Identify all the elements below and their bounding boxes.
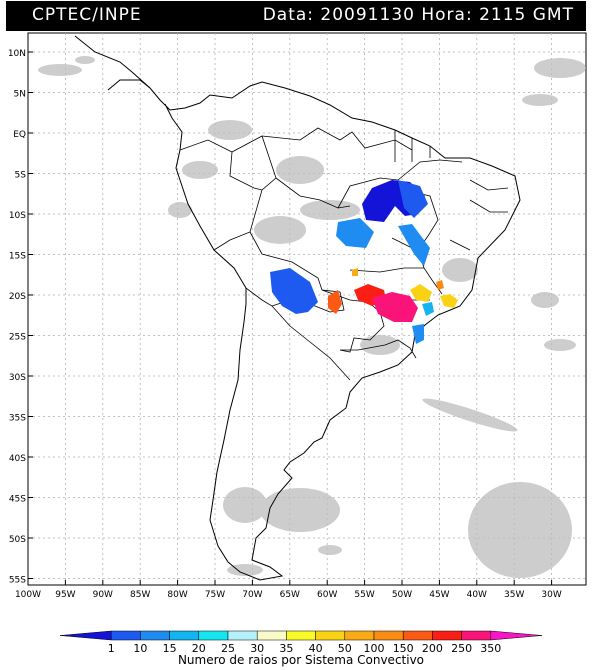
legend-swatch: [461, 630, 492, 641]
legend-swatch: [432, 630, 462, 641]
lon-label: 30W: [541, 590, 561, 600]
lon-label: 35W: [504, 590, 524, 600]
date-value: 20091130: [320, 5, 415, 25]
lon-label: 95W: [55, 590, 75, 600]
legend-swatch: [227, 630, 258, 641]
legend-swatch: [402, 630, 433, 641]
lat-label: EQ: [13, 130, 26, 140]
lon-label: 45W: [429, 590, 449, 600]
legend-swatch: [373, 630, 404, 641]
legend-title: Numero de raios por Sistema Convectivo: [178, 653, 424, 667]
graticule: 10N 5N EQ 5S 10S 15S 20S 25S 30S 35S 40S 45S 50S 55S 1…: [8, 33, 586, 600]
legend-tick-label: 250: [451, 642, 472, 655]
legend-tick-label: 200: [422, 642, 443, 655]
lat-label: 5S: [15, 171, 27, 181]
hour-label: Hora:: [421, 5, 473, 25]
agency-label: CPTEC/INPE: [32, 5, 142, 25]
lon-label: 65W: [280, 590, 300, 600]
legend-tick-label: 50: [338, 642, 352, 655]
lon-label: 55W: [354, 590, 374, 600]
legend-tick-label: 350: [480, 642, 501, 655]
lon-label: 100W: [15, 590, 41, 600]
lat-label: 10N: [8, 49, 26, 59]
legend-ticks: 1 10 15 20 25 30 35 40 50 100 150 200 250 350: [108, 642, 502, 655]
legend-tick-label: 35: [279, 642, 293, 655]
lon-label: 60W: [317, 590, 337, 600]
legend-tick-label: 10: [133, 642, 147, 655]
legend-swatch: [169, 630, 200, 641]
lon-label: 75W: [205, 590, 225, 600]
lon-label: 40W: [467, 590, 487, 600]
lat-label: 45S: [9, 495, 26, 505]
lat-label: 55S: [9, 576, 26, 586]
convective-systems: [270, 180, 458, 344]
lon-label: 90W: [93, 590, 113, 600]
lon-label: 85W: [130, 590, 150, 600]
legend-tick-label: 15: [163, 642, 177, 655]
lat-label: 30S: [9, 373, 26, 383]
hour-value: 2115 GMT: [479, 5, 574, 25]
legend-tick-label: 30: [250, 642, 264, 655]
legend-tick-label: 100: [364, 642, 385, 655]
lon-label: 50W: [392, 590, 412, 600]
lat-label: 10S: [9, 211, 26, 221]
lat-label: 50S: [9, 535, 26, 545]
legend-tick-label: 20: [192, 642, 206, 655]
coastline: [74, 35, 521, 581]
legend-swatch: [59, 630, 112, 641]
legend-tick-label: 25: [221, 642, 235, 655]
timestamp-label: Data: 20091130 Hora: 2115 GMT: [263, 5, 574, 25]
lat-label: 40S: [9, 454, 26, 464]
lon-label: 70W: [242, 590, 262, 600]
legend-swatch: [140, 630, 170, 641]
lat-label: 20S: [9, 292, 26, 302]
lightning-count-legend: 1 10 15 20 25 30 35 40 50 100 150 200 250 350 Numero …: [59, 630, 543, 667]
legend-colorbar: [59, 630, 543, 641]
lat-label: 25S: [9, 333, 26, 343]
lat-label: 15S: [9, 252, 26, 262]
legend-tick-label: 1: [108, 642, 115, 655]
legend-tick-label: 40: [309, 642, 323, 655]
legend-swatch: [315, 630, 346, 641]
lat-label: 5N: [14, 90, 26, 100]
legend-swatch: [286, 630, 316, 641]
legend-swatch: [198, 630, 229, 641]
lat-label: 35S: [9, 414, 26, 424]
lon-label: 80W: [167, 590, 187, 600]
date-label: Data:: [262, 5, 315, 25]
legend-tick-label: 150: [393, 642, 414, 655]
legend-swatch: [110, 630, 141, 641]
cloud-cover: [38, 56, 586, 578]
legend-swatch: [490, 630, 543, 641]
title-bar: CPTEC/INPE Data: 20091130 Hora: 2115 GMT: [6, 1, 586, 31]
legend-swatch: [344, 630, 375, 641]
legend-swatch: [256, 630, 287, 641]
